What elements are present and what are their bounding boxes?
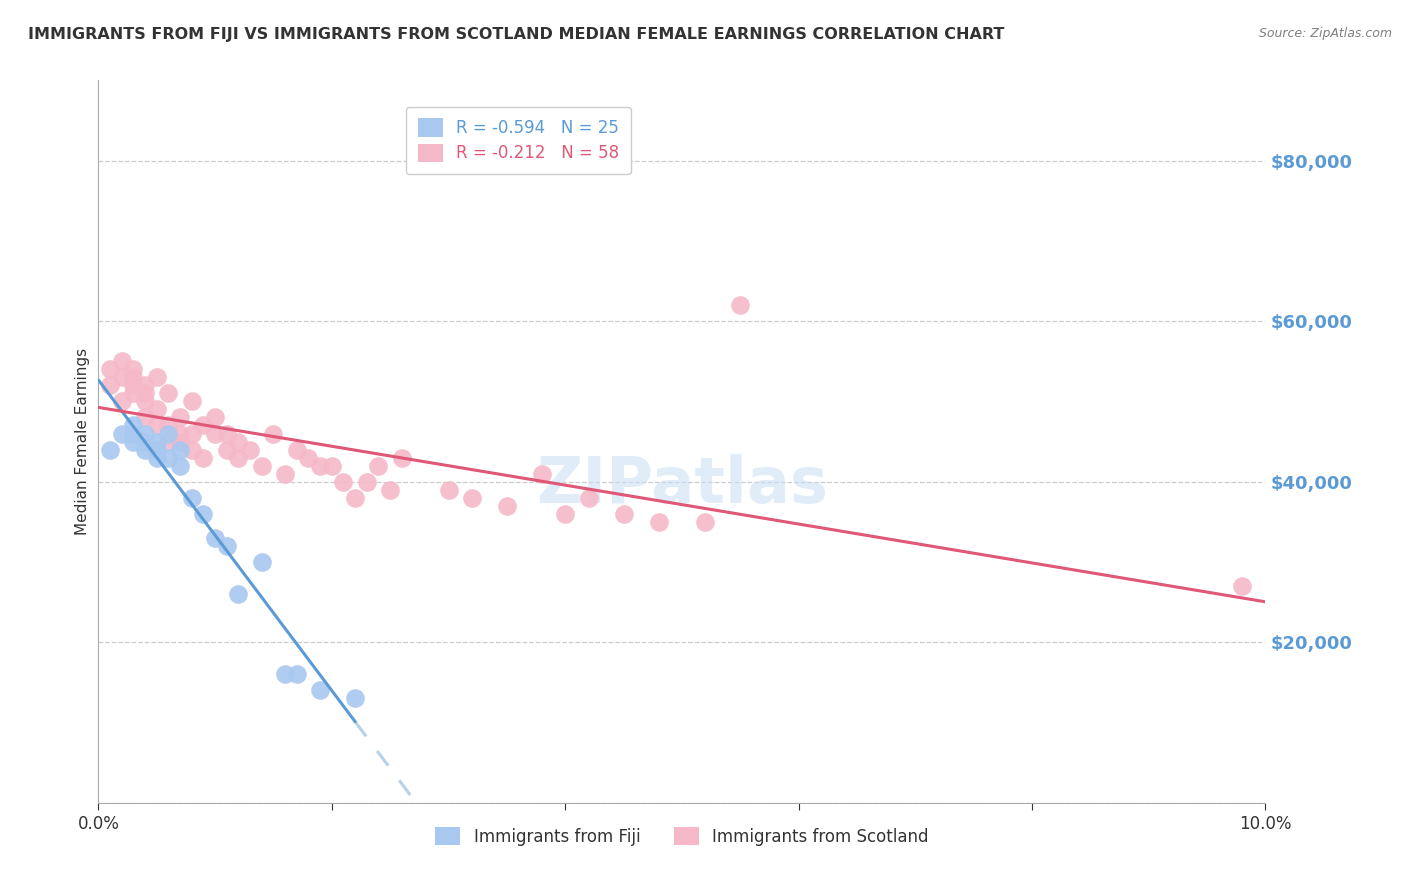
Point	[262, 426, 284, 441]
Point	[530, 467, 553, 481]
Point	[122, 434, 145, 449]
Point	[332, 475, 354, 489]
Point	[134, 386, 156, 401]
Point	[321, 458, 343, 473]
Point	[461, 491, 484, 505]
Point	[122, 418, 145, 433]
Point	[122, 426, 145, 441]
Point	[98, 378, 121, 392]
Point	[309, 458, 332, 473]
Point	[180, 491, 202, 505]
Point	[169, 458, 191, 473]
Point	[250, 458, 273, 473]
Point	[250, 555, 273, 569]
Point	[146, 370, 169, 384]
Point	[437, 483, 460, 497]
Point	[146, 418, 169, 433]
Point	[122, 362, 145, 376]
Point	[122, 370, 145, 384]
Point	[157, 450, 180, 465]
Point	[169, 442, 191, 457]
Point	[193, 507, 215, 521]
Point	[146, 450, 169, 465]
Point	[578, 491, 600, 505]
Point	[391, 450, 413, 465]
Point	[274, 467, 297, 481]
Point	[297, 450, 319, 465]
Point	[134, 410, 156, 425]
Point	[111, 394, 134, 409]
Point	[239, 442, 262, 457]
Point	[98, 442, 121, 457]
Point	[180, 394, 202, 409]
Point	[356, 475, 378, 489]
Point	[146, 434, 169, 449]
Point	[695, 515, 717, 529]
Point	[146, 402, 169, 417]
Point	[228, 450, 250, 465]
Point	[730, 298, 752, 312]
Point	[228, 587, 250, 601]
Point	[157, 386, 180, 401]
Text: Source: ZipAtlas.com: Source: ZipAtlas.com	[1258, 27, 1392, 40]
Point	[215, 442, 238, 457]
Point	[215, 426, 238, 441]
Point	[134, 394, 156, 409]
Point	[134, 442, 156, 457]
Point	[98, 362, 121, 376]
Point	[285, 667, 308, 681]
Point	[344, 691, 367, 706]
Point	[134, 426, 156, 441]
Point	[612, 507, 634, 521]
Point	[122, 386, 145, 401]
Point	[169, 410, 191, 425]
Point	[157, 418, 180, 433]
Point	[134, 378, 156, 392]
Point	[111, 354, 134, 368]
Point	[367, 458, 389, 473]
Point	[111, 426, 134, 441]
Text: ZIPatlas: ZIPatlas	[536, 454, 828, 516]
Point	[204, 531, 226, 545]
Point	[204, 410, 226, 425]
Legend: Immigrants from Fiji, Immigrants from Scotland: Immigrants from Fiji, Immigrants from Sc…	[429, 821, 935, 852]
Point	[134, 434, 156, 449]
Point	[193, 418, 215, 433]
Point	[496, 499, 519, 513]
Point	[215, 539, 238, 553]
Point	[309, 683, 332, 698]
Point	[1230, 579, 1253, 593]
Point	[647, 515, 669, 529]
Point	[193, 450, 215, 465]
Y-axis label: Median Female Earnings: Median Female Earnings	[75, 348, 90, 535]
Point	[111, 370, 134, 384]
Point	[380, 483, 402, 497]
Point	[169, 434, 191, 449]
Point	[146, 442, 169, 457]
Point	[274, 667, 297, 681]
Point	[204, 426, 226, 441]
Point	[157, 426, 180, 441]
Point	[344, 491, 367, 505]
Point	[169, 426, 191, 441]
Point	[285, 442, 308, 457]
Point	[122, 378, 145, 392]
Point	[157, 434, 180, 449]
Text: IMMIGRANTS FROM FIJI VS IMMIGRANTS FROM SCOTLAND MEDIAN FEMALE EARNINGS CORRELAT: IMMIGRANTS FROM FIJI VS IMMIGRANTS FROM …	[28, 27, 1004, 42]
Point	[228, 434, 250, 449]
Point	[554, 507, 576, 521]
Point	[180, 426, 202, 441]
Point	[180, 442, 202, 457]
